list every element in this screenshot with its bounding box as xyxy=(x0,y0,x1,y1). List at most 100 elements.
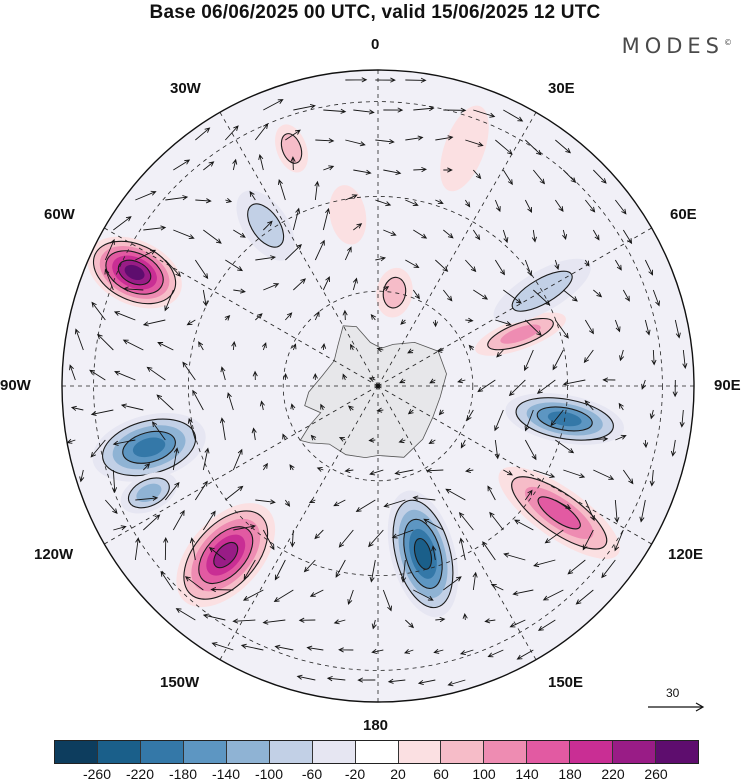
positive-anomaly xyxy=(376,267,413,318)
wind-arrow xyxy=(143,225,167,231)
wind-arrow xyxy=(472,169,482,180)
wind-arrow xyxy=(502,169,513,186)
colorbar-swatch xyxy=(441,741,485,763)
wind-arrow xyxy=(494,199,501,213)
wind-arrow xyxy=(375,256,387,262)
wind-arrow xyxy=(494,439,500,460)
wind-arrow xyxy=(575,589,594,605)
wind-arrow xyxy=(258,153,264,171)
wind-arrow xyxy=(371,619,377,630)
wind-arrow xyxy=(428,439,436,445)
wind-arrow xyxy=(342,373,348,381)
wind-arrow xyxy=(524,489,533,501)
wind-arrow xyxy=(682,349,688,369)
wind-arrow xyxy=(255,255,276,261)
wind-arrow xyxy=(211,642,234,651)
wind-arrow xyxy=(622,469,634,485)
colorbar-tick-label: 260 xyxy=(644,766,668,782)
wind-arrow xyxy=(473,109,496,118)
wind-arrow xyxy=(438,409,445,416)
wind-arrow xyxy=(465,317,474,323)
isoline xyxy=(198,526,254,584)
anomaly-contour-fill xyxy=(124,264,145,281)
isoline xyxy=(122,430,176,464)
lon-label-120w: 120W xyxy=(34,546,74,563)
wind-arrow xyxy=(156,394,174,411)
colorbar-swatch xyxy=(613,741,657,763)
wind-arrow xyxy=(262,462,268,471)
graticule xyxy=(62,70,694,702)
wind-arrow xyxy=(143,514,161,531)
wind-arrow xyxy=(496,349,504,358)
wind-arrow xyxy=(554,319,569,339)
wind-arrow xyxy=(369,559,376,583)
wind-arrow xyxy=(240,643,264,651)
wind-arrow xyxy=(513,519,534,531)
wind-arrow xyxy=(113,311,136,321)
wind-arrow xyxy=(375,138,395,145)
wind-arrow xyxy=(233,288,246,294)
colorbar-swatch xyxy=(226,741,270,763)
wind-arrow xyxy=(487,649,504,658)
wind-arrow xyxy=(442,289,453,302)
colorbar-tick-label: -180 xyxy=(168,766,198,782)
wind-arrow xyxy=(533,559,556,568)
wind-arrow xyxy=(165,259,181,277)
wind-arrow xyxy=(357,677,376,683)
wind-arrow xyxy=(195,198,212,204)
wind-arrow xyxy=(323,108,347,114)
wind-arrow xyxy=(400,559,407,583)
colorbar-tick-label: 20 xyxy=(390,766,406,782)
wind-arrow xyxy=(338,647,354,653)
wind-arrow xyxy=(309,589,324,597)
wind-arrow xyxy=(383,286,390,292)
wind-arrow xyxy=(563,289,578,302)
wind-arrow xyxy=(473,289,489,300)
wind-arrow xyxy=(555,499,572,509)
wind-arrow xyxy=(542,589,564,601)
wind-arrow xyxy=(593,469,615,480)
wind-arrow xyxy=(516,649,534,660)
wind-arrow xyxy=(582,529,594,551)
wind-arrow xyxy=(353,169,372,175)
wind-arrow xyxy=(614,199,627,215)
wind-arrow xyxy=(615,434,627,441)
isoline xyxy=(403,518,443,589)
wind-arrow xyxy=(202,510,216,531)
wind-arrow xyxy=(495,139,513,155)
wind-arrow xyxy=(465,139,484,147)
anomaly-contour-fill xyxy=(500,324,541,344)
wind-arrow xyxy=(333,619,346,625)
wind-arrow xyxy=(370,313,376,321)
colorbar xyxy=(54,740,699,764)
wind-arrow xyxy=(398,438,406,444)
wind-arrow xyxy=(208,546,226,561)
wind-arrow xyxy=(482,541,496,561)
wind-arrow xyxy=(202,447,210,471)
wind-arrow xyxy=(524,409,534,432)
wind-arrow xyxy=(533,469,556,479)
wind-arrow xyxy=(157,341,174,351)
negative-anomaly xyxy=(92,412,206,482)
wind-arrow xyxy=(261,342,267,351)
wind-arrow xyxy=(533,289,551,306)
positive-anomaly xyxy=(329,185,367,245)
wind-arrow xyxy=(524,259,533,277)
wind-arrow xyxy=(563,169,577,184)
wind-arrow xyxy=(345,139,366,147)
wind-arrow xyxy=(503,469,513,476)
wind-arrow xyxy=(120,403,144,411)
wind-arrow xyxy=(369,469,384,476)
wind-arrow xyxy=(289,464,295,471)
wind-arrow xyxy=(224,314,231,321)
wind-arrow xyxy=(74,328,84,351)
wind-arrow xyxy=(563,469,586,479)
lon-label-90w: 90W xyxy=(0,377,31,394)
reference-vector: 30 xyxy=(646,686,706,716)
wind-arrow xyxy=(426,468,444,474)
wind-arrow xyxy=(592,229,600,241)
wind-arrow xyxy=(344,246,352,261)
wind-arrow xyxy=(347,589,354,605)
wind-arrow xyxy=(285,129,301,141)
colorbar-swatch xyxy=(97,741,141,763)
